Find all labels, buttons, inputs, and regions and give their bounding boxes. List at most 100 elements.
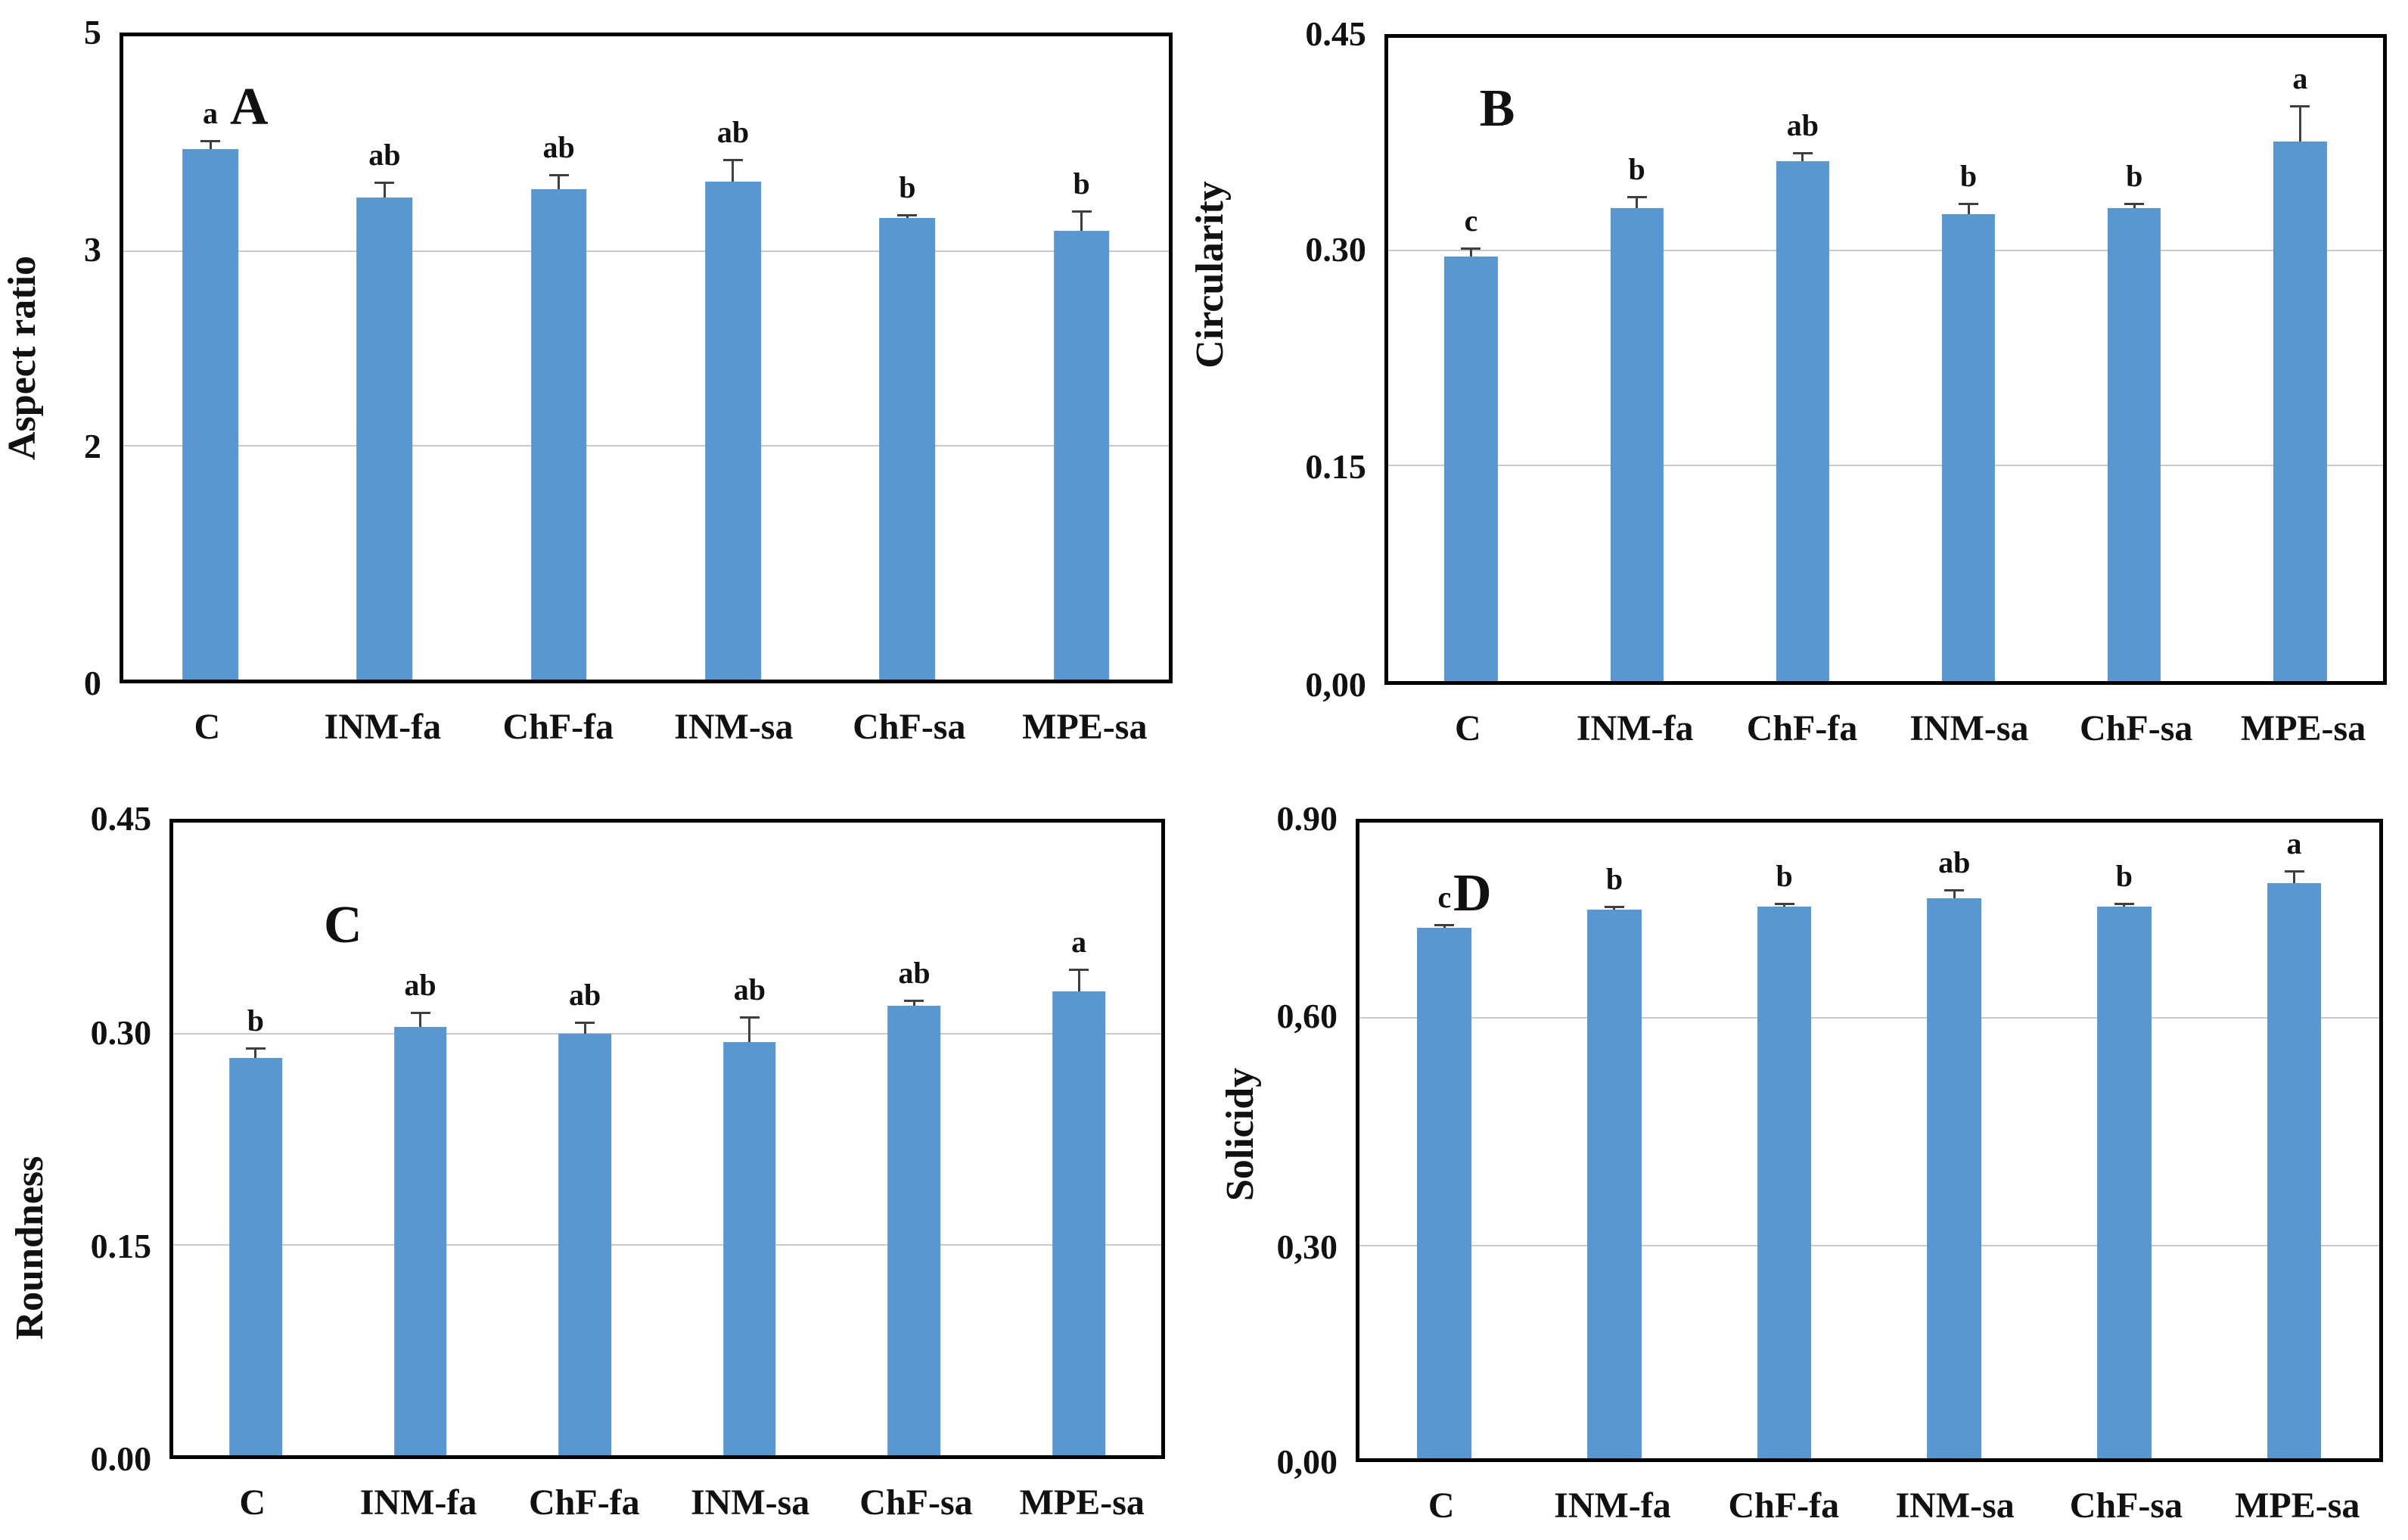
bar-C-INM-sa [722, 1042, 776, 1455]
x-tick-label-ChF-sa: ChF-sa [853, 706, 966, 747]
chart-panel-B: c b ab b b a Circularity B 0.45 0.30 0.15 0,00 C I… [1188, 16, 2387, 746]
y-axis-title: Roundness [8, 1156, 52, 1340]
significance-letter: ab [733, 972, 766, 1006]
error-bar-whisker [583, 1022, 586, 1034]
error-bar-cap [1792, 151, 1813, 154]
gridline-y-2 [123, 444, 1169, 446]
error-bar-cap [1434, 923, 1455, 926]
error-bar-whisker [2133, 204, 2136, 209]
significance-letter: ab [542, 130, 575, 165]
x-tick-label-INM-sa: INM-sa [1895, 1486, 2015, 1526]
x-tick-label-MPE-sa: MPE-sa [1019, 1482, 1145, 1523]
error-bar-whisker [1080, 211, 1083, 231]
y-axis-title: Aspect ratio [0, 255, 44, 460]
error-bar-whisker [748, 1016, 751, 1043]
bar-D-MPE-sa [2267, 882, 2322, 1459]
panel-letter: D [1453, 863, 1492, 922]
bar-C-MPE-sa [1052, 991, 1105, 1455]
bar-C-ChF-fa [558, 1034, 611, 1455]
error-bar-cap [548, 174, 569, 177]
significance-letter: ab [898, 955, 931, 990]
panel-letter: C [324, 895, 362, 954]
bar-D-INM-fa [1587, 910, 1642, 1459]
y-tick-label: 0,30 [1276, 1227, 1338, 1267]
error-bar-cap [897, 213, 918, 216]
error-bar-cap [2284, 870, 2304, 873]
error-bar-cap [1461, 247, 1481, 250]
chart-panel-C: b ab ab ab ab a Roundness C 0.45 0.30 0.15 0.00 C… [8, 801, 1165, 1520]
error-bar-cap [722, 159, 743, 162]
bar-B-ChF-fa [1776, 161, 1829, 681]
bar-B-INM-sa [1941, 213, 1996, 681]
bar-B-MPE-sa [2273, 141, 2327, 681]
y-tick-label: 2 [83, 426, 101, 465]
significance-letter: b [1628, 152, 1645, 187]
x-tick-label-ChF-fa: ChF-fa [502, 706, 614, 747]
bar-A-ChF-fa [530, 188, 587, 680]
significance-letter: b [1605, 861, 1623, 896]
error-bar-whisker [419, 1013, 422, 1027]
y-tick-label: 0.45 [90, 799, 152, 838]
x-tick-label-C: C [1428, 1486, 1455, 1526]
bar-A-C [182, 148, 238, 680]
gridline-y-0.15 [173, 1244, 1161, 1246]
y-axis-label-column: Circularity [1188, 34, 1233, 685]
x-tick-label-ChF-fa: ChF-fa [1728, 1486, 1840, 1526]
error-bar-whisker [2293, 871, 2296, 883]
error-bar-cap [374, 181, 395, 184]
panel-letter: A [230, 78, 269, 137]
x-tick-label-INM-sa: INM-sa [674, 706, 794, 747]
x-tick-label-ChF-fa: ChF-fa [1746, 708, 1858, 748]
bar-D-ChF-sa [2096, 906, 2152, 1459]
gridline-y-3 [123, 250, 1169, 252]
error-bar-cap [2124, 203, 2145, 206]
error-bar-cap [1604, 905, 1624, 908]
x-tick-label-INM-sa: INM-sa [1909, 708, 2029, 748]
y-tick-label: 0,00 [1305, 664, 1366, 704]
bar-A-ChF-sa [879, 217, 936, 680]
significance-letter: ab [368, 138, 401, 172]
significance-letter: a [2292, 61, 2308, 95]
gridline-y-0,30 [1359, 1245, 2379, 1247]
bar-D-INM-sa [1927, 898, 1982, 1459]
significance-letter: b [2115, 859, 2133, 894]
gridline-y-0.15 [1387, 465, 2383, 467]
significance-letter: a [2286, 826, 2302, 861]
x-tick-label-ChF-fa: ChF-fa [529, 1482, 640, 1523]
significance-letter: b [899, 170, 916, 204]
y-tick-label: 0,60 [1276, 996, 1338, 1035]
gridline-y-0.30 [173, 1033, 1161, 1035]
y-tick-label: 0.30 [1305, 229, 1366, 269]
error-bar-cap [575, 1022, 595, 1025]
significance-letter: c [1437, 879, 1452, 914]
error-bar-whisker [1443, 924, 1446, 929]
x-tick-label-INM-fa: INM-fa [359, 1482, 477, 1523]
y-axis-label-column: Solicidy [1218, 819, 1263, 1462]
error-bar-cap [245, 1047, 266, 1050]
x-tick-label-ChF-sa: ChF-sa [859, 1482, 973, 1523]
y-axis-label-column: Aspect ratio [0, 33, 45, 683]
x-tick-label-INM-fa: INM-fa [1554, 1486, 1671, 1526]
x-tick-label-MPE-sa: MPE-sa [2235, 1486, 2360, 1526]
error-bar-whisker [1801, 152, 1804, 162]
x-tick-label-INM-sa: INM-sa [690, 1482, 810, 1523]
plot-area: b ab ab ab ab a [169, 819, 1165, 1459]
error-bar-whisker [906, 214, 909, 218]
bar-C-ChF-sa [887, 1005, 941, 1455]
x-tick-label-MPE-sa: MPE-sa [2240, 708, 2366, 748]
significance-letter: ab [1938, 845, 1971, 879]
error-bar-whisker [209, 140, 212, 149]
x-tick-label-ChF-sa: ChF-sa [2080, 708, 2193, 748]
significance-letter: b [1073, 166, 1090, 201]
error-bar-whisker [912, 1000, 915, 1006]
plot-area: c b ab b b a [1384, 33, 2387, 685]
bar-B-ChF-sa [2108, 208, 2161, 681]
error-bar-cap [2290, 104, 2310, 107]
y-axis-title: Solicidy [1219, 1067, 1263, 1201]
x-tick-label-C: C [239, 1482, 266, 1523]
error-bar-cap [200, 139, 221, 142]
y-tick-label: 0.00 [90, 1439, 152, 1478]
error-bar-cap [904, 999, 924, 1002]
y-tick-label: 0.15 [1305, 446, 1366, 486]
